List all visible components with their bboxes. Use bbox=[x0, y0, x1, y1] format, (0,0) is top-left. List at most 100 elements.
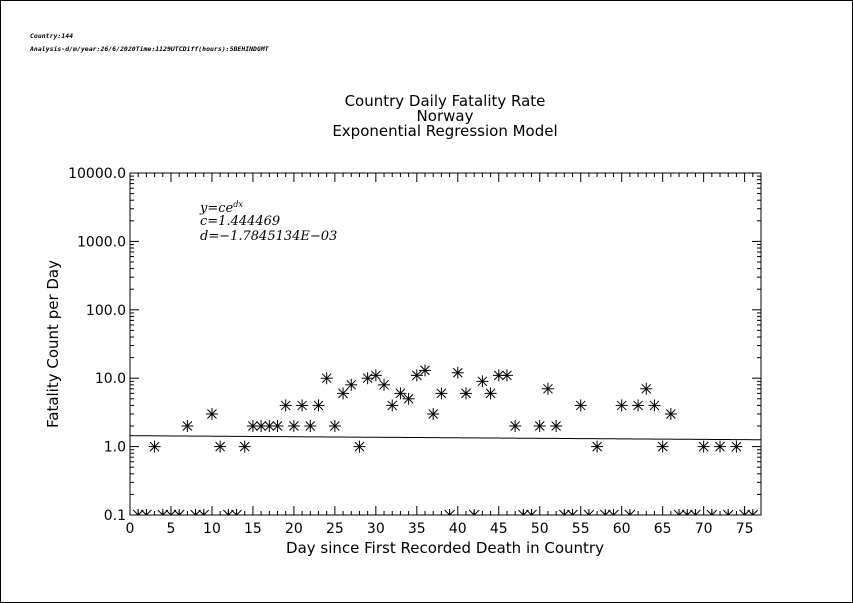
data-point bbox=[304, 420, 317, 433]
x-tick-label: 75 bbox=[736, 521, 754, 537]
zero-day-marker bbox=[141, 509, 152, 516]
data-point bbox=[550, 420, 563, 433]
x-tick-label: 35 bbox=[408, 521, 426, 537]
data-point bbox=[402, 392, 415, 405]
data-point bbox=[476, 375, 489, 388]
data-points bbox=[148, 364, 743, 453]
data-point bbox=[238, 440, 251, 453]
data-point bbox=[648, 399, 661, 412]
y-tick-label: 1.0 bbox=[104, 440, 126, 456]
data-point bbox=[345, 378, 358, 391]
zero-day-marker bbox=[198, 509, 210, 516]
data-point bbox=[337, 387, 350, 400]
zero-day-marker bbox=[468, 509, 480, 516]
x-tick-label: 45 bbox=[490, 521, 508, 537]
plot-area bbox=[129, 172, 762, 516]
data-point bbox=[320, 372, 333, 385]
data-point bbox=[714, 440, 727, 453]
data-point bbox=[271, 420, 284, 433]
x-tick-label: 65 bbox=[654, 521, 672, 537]
data-point bbox=[664, 407, 677, 420]
equation-d-value: d=−1.7845134E−03 bbox=[200, 229, 337, 244]
zero-day-marker bbox=[583, 509, 595, 516]
data-point bbox=[369, 369, 382, 382]
data-point bbox=[279, 399, 292, 412]
data-point bbox=[378, 378, 391, 391]
chart-subtitle-model: Exponential Regression Model bbox=[332, 122, 557, 140]
data-point bbox=[287, 420, 300, 433]
x-tick-label: 0 bbox=[126, 521, 135, 537]
data-point bbox=[427, 407, 440, 420]
equation-formula: y=cedx bbox=[199, 200, 243, 216]
country-label: Country:144 bbox=[30, 32, 74, 40]
y-tick-label: 1000.0 bbox=[77, 234, 126, 250]
equation-exponent: dx bbox=[233, 200, 243, 209]
x-tick-label: 25 bbox=[326, 521, 344, 537]
data-point bbox=[697, 440, 710, 453]
equation-c-value: c=1.444469 bbox=[200, 214, 280, 229]
x-tick-label: 70 bbox=[695, 521, 713, 537]
zero-day-marker bbox=[526, 509, 537, 516]
data-point bbox=[328, 420, 341, 433]
chart-subtitle-country: Norway bbox=[417, 107, 474, 125]
x-axis-label: Day since First Recorded Death in Countr… bbox=[286, 539, 604, 557]
data-point bbox=[410, 369, 423, 382]
y-tick-label: 10.0 bbox=[95, 371, 126, 387]
x-tick-label: 15 bbox=[244, 521, 262, 537]
data-point bbox=[500, 369, 513, 382]
y-tick-label: 100.0 bbox=[86, 303, 126, 319]
zero-day-marker bbox=[706, 509, 718, 516]
x-axis: 0 5 10 15 20 25 30 35 40 45 50 55 60 65 70 75 bbox=[126, 173, 754, 537]
data-point bbox=[591, 440, 604, 453]
x-tick-label: 55 bbox=[572, 521, 590, 537]
zero-day-marker bbox=[624, 509, 636, 516]
zero-day-marker bbox=[231, 509, 242, 516]
zero-day-marker bbox=[608, 509, 619, 516]
zero-day-marker bbox=[444, 509, 455, 516]
analysis-info: Analysis-d/m/year:26/6/2020Time:1129UTCD… bbox=[30, 45, 269, 53]
data-point bbox=[386, 399, 399, 412]
y-tick-label: 10000.0 bbox=[68, 166, 126, 182]
data-point bbox=[312, 399, 325, 412]
data-point bbox=[353, 440, 366, 453]
regression-line bbox=[129, 435, 762, 441]
data-point bbox=[615, 399, 628, 412]
equation-base: y=ce bbox=[199, 201, 234, 216]
x-tick-label: 50 bbox=[531, 521, 549, 537]
data-point bbox=[509, 420, 522, 433]
zero-day-marker bbox=[173, 509, 185, 516]
zero-day-marker bbox=[567, 509, 578, 516]
data-point bbox=[361, 372, 374, 385]
data-point bbox=[640, 382, 653, 395]
zero-day-marker bbox=[722, 509, 734, 516]
data-point bbox=[541, 382, 554, 395]
data-point bbox=[730, 440, 743, 453]
data-point bbox=[296, 399, 309, 412]
data-point bbox=[181, 420, 194, 433]
data-point bbox=[148, 440, 161, 453]
data-point bbox=[459, 387, 472, 400]
y-axis: 0.1 1.0 10.0 100.0 1000.0 10000.0 bbox=[68, 166, 761, 524]
data-point bbox=[533, 420, 546, 433]
data-point bbox=[451, 366, 464, 379]
data-point bbox=[419, 364, 432, 377]
x-tick-label: 10 bbox=[203, 521, 221, 537]
y-axis-label: Fatality Count per Day bbox=[44, 260, 62, 428]
data-point bbox=[656, 440, 669, 453]
data-point bbox=[214, 440, 227, 453]
x-tick-label: 40 bbox=[449, 521, 467, 537]
data-point bbox=[574, 399, 587, 412]
x-tick-label: 20 bbox=[285, 521, 303, 537]
data-point bbox=[435, 387, 448, 400]
data-point bbox=[484, 387, 497, 400]
chart-title: Country Daily Fatality Rate bbox=[345, 92, 546, 110]
zero-day-marker bbox=[690, 509, 701, 516]
y-tick-label: 0.1 bbox=[104, 508, 126, 524]
x-tick-label: 60 bbox=[613, 521, 631, 537]
x-tick-label: 5 bbox=[167, 521, 176, 537]
x-tick-label: 30 bbox=[367, 521, 385, 537]
data-point bbox=[394, 387, 407, 400]
zero-day-markers bbox=[132, 509, 759, 516]
data-point bbox=[205, 407, 218, 420]
